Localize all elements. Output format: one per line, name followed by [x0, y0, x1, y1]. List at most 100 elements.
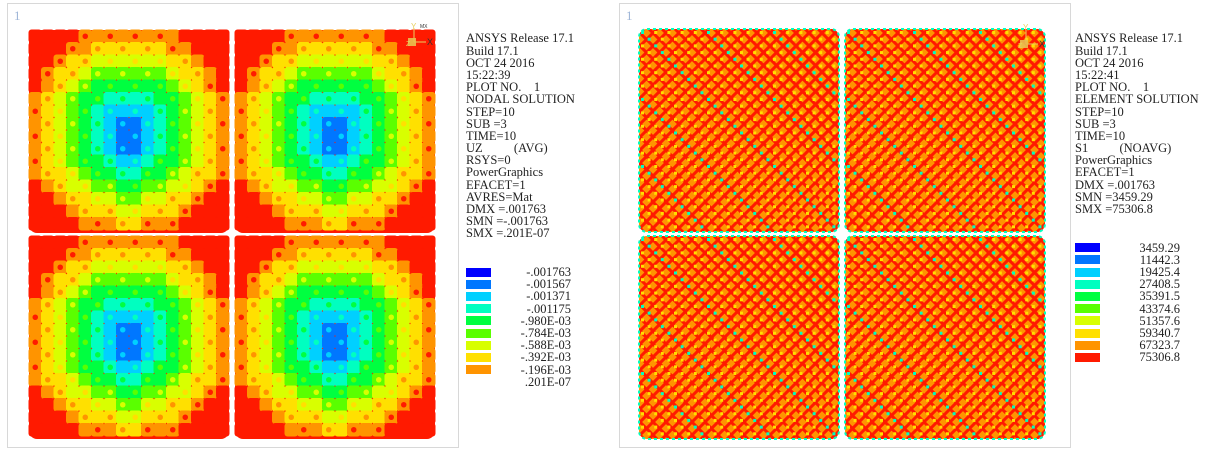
- contour-cell: [41, 248, 55, 262]
- stress-node: [1012, 131, 1015, 135]
- stress-node: [913, 191, 916, 195]
- stress-node: [959, 338, 963, 342]
- stress-node: [926, 165, 930, 168]
- stress-node: [847, 124, 850, 128]
- stress-node: [773, 98, 776, 101]
- stress-node: [766, 77, 770, 81]
- stress-node: [972, 418, 976, 422]
- stress-node: [893, 158, 897, 162]
- stress-node: [985, 158, 989, 162]
- stress-node: [832, 158, 836, 162]
- stress-node: [906, 405, 910, 409]
- stress-node: [766, 244, 770, 248]
- contour-node: [182, 364, 188, 370]
- contour-cell: [66, 385, 80, 399]
- stress-node: [1005, 178, 1009, 182]
- stress-node: [919, 284, 923, 288]
- contour-node: [276, 71, 282, 77]
- stress-node: [806, 118, 809, 122]
- stress-node: [700, 418, 704, 422]
- uz-contour-legend: -.001763 -.001567 -.001371 -.001175 -.980E-0…: [466, 266, 612, 388]
- stress-node: [893, 225, 897, 229]
- stress-node: [647, 51, 651, 55]
- stress-node: [759, 71, 763, 75]
- contour-node: [313, 183, 319, 189]
- legend-swatch: [466, 328, 491, 338]
- contour-node: [120, 277, 126, 283]
- contour-node: [326, 252, 332, 258]
- stress-node: [654, 57, 658, 61]
- stress-node: [985, 225, 989, 229]
- stress-node: [812, 345, 816, 349]
- plate-stress-contour: [638, 235, 840, 440]
- stress-node: [740, 284, 743, 288]
- stress-node: [753, 198, 757, 202]
- stress-node: [753, 211, 757, 215]
- stress-node: [985, 131, 989, 135]
- stress-node: [799, 412, 803, 416]
- stress-node: [972, 432, 976, 436]
- stress-node: [707, 264, 710, 268]
- contour-cell: [141, 129, 155, 143]
- stress-node: [979, 71, 982, 75]
- contour-cell: [384, 42, 398, 56]
- stress-node: [985, 37, 989, 41]
- contour-cell: [203, 348, 217, 362]
- stress-node: [998, 298, 1002, 302]
- contour-cell: [116, 154, 130, 168]
- contour-cell: [28, 79, 42, 93]
- stress-node: [939, 138, 943, 142]
- stress-node: [647, 225, 651, 229]
- stress-node: [740, 298, 743, 302]
- stress-node: [740, 198, 743, 202]
- legend-swatch: [466, 304, 491, 314]
- element-solution-viewport[interactable]: 1 Y Z X: [619, 3, 1071, 448]
- stress-node: [965, 372, 969, 375]
- stress-node: [998, 51, 1002, 55]
- stress-node: [899, 57, 903, 61]
- contour-node: [57, 183, 63, 189]
- legend-value: 11442.3: [1139, 252, 1180, 267]
- contour-cell: [247, 154, 261, 168]
- contour-cell: [347, 179, 361, 193]
- stress-node: [726, 131, 730, 135]
- stress-node: [1031, 111, 1035, 115]
- stress-node: [753, 271, 757, 275]
- stress-node: [832, 432, 836, 436]
- stress-node: [832, 225, 836, 229]
- nodal-solution-viewport[interactable]: 1 Y MX Z X: [7, 3, 459, 448]
- stress-node: [766, 144, 770, 148]
- stress-node: [1005, 331, 1009, 335]
- contour-cell: [372, 129, 386, 143]
- stress-node: [720, 71, 724, 75]
- contour-cell: [141, 204, 155, 218]
- stress-band: [866, 29, 1045, 232]
- contour-cell: [334, 348, 348, 362]
- s1-stress-contour-plot: [638, 28, 1046, 440]
- stress-node: [674, 51, 677, 55]
- stress-node: [1012, 158, 1015, 162]
- contour-cell: [141, 179, 155, 193]
- stress-node: [825, 385, 829, 389]
- contour-cell: [322, 79, 336, 93]
- contour-cell: [128, 348, 142, 362]
- stress-node: [886, 385, 890, 389]
- contour-cell: [409, 398, 423, 412]
- stress-node: [919, 325, 923, 329]
- stress-node: [825, 218, 829, 222]
- stress-node: [832, 211, 836, 215]
- contour-cell: [141, 285, 155, 299]
- stress-node: [992, 151, 996, 155]
- contour-node: [145, 352, 151, 358]
- stress-node: [1005, 358, 1009, 362]
- stress-node: [899, 358, 903, 362]
- stress-node: [726, 198, 730, 202]
- stress-node: [853, 91, 857, 95]
- stress-node: [759, 111, 763, 115]
- stress-node: [720, 372, 724, 375]
- stress-node: [700, 392, 704, 396]
- stress-node: [1038, 64, 1042, 68]
- contour-cell: [347, 260, 361, 274]
- stress-node: [899, 124, 903, 128]
- stress-band: [639, 29, 789, 232]
